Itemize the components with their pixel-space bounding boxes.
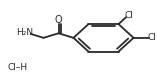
Text: Cl: Cl — [125, 11, 134, 20]
Text: H₂N: H₂N — [16, 28, 33, 37]
Text: Cl: Cl — [148, 33, 157, 42]
Text: O: O — [55, 15, 62, 25]
Text: Cl–H: Cl–H — [7, 63, 27, 72]
